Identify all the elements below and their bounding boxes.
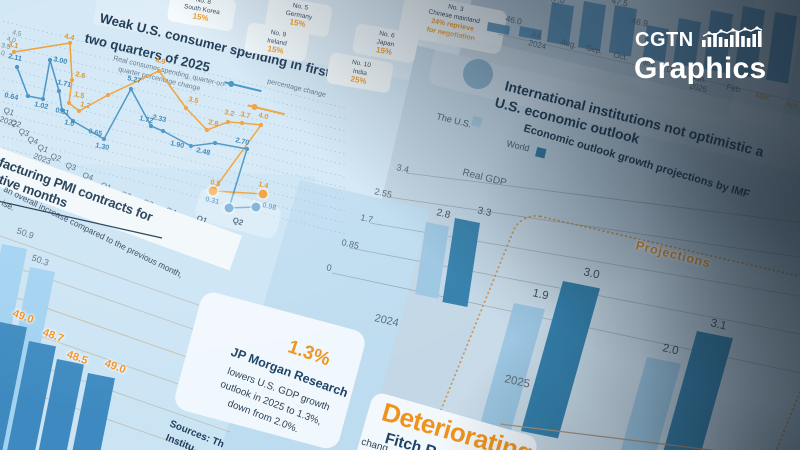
svg-text:Graphics: Graphics — [634, 52, 766, 85]
svg-text:CGTN: CGTN — [635, 29, 694, 51]
